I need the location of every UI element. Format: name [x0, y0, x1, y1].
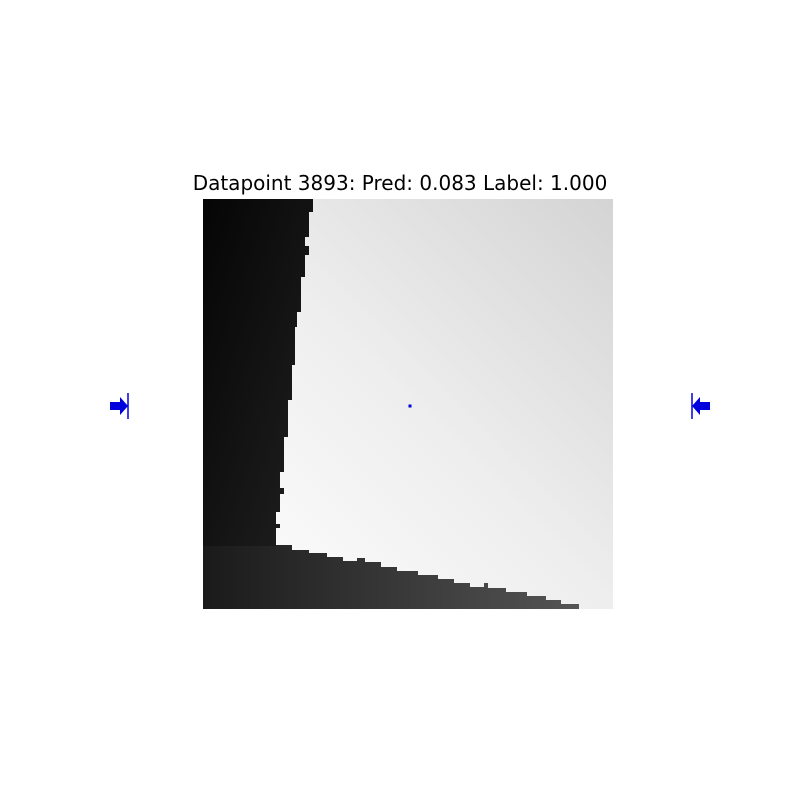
dark-bottom-region [203, 545, 579, 609]
right-arrow-icon [691, 393, 710, 419]
dark-left-region [203, 199, 313, 546]
left-arrow-icon [110, 393, 129, 419]
center-marker [408, 404, 412, 408]
figure-title: Datapoint 3893: Pred: 0.083 Label: 1.000 [192, 171, 608, 195]
